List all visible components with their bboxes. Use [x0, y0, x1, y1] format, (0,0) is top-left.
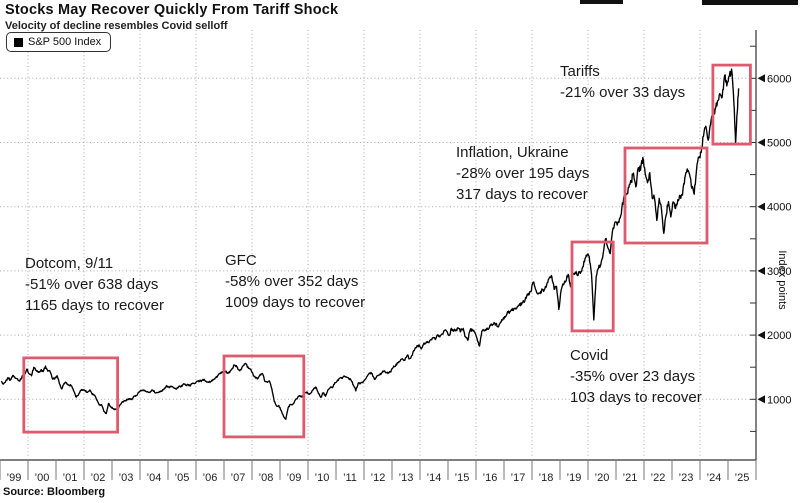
annotation-inflation-ukraine: Inflation, Ukraine -28% over 195 days 31…	[456, 142, 589, 205]
y-tick-label: 2000	[767, 330, 791, 342]
x-tick-label: ’05	[175, 472, 190, 484]
y-tick-arrow-icon	[757, 266, 765, 275]
x-tick-label: ’03	[119, 472, 134, 484]
x-tick-label: ’10	[315, 472, 330, 484]
x-tick-label: ’04	[147, 472, 162, 484]
x-tick-label: ’11	[343, 472, 357, 484]
x-tick-label: ’22	[651, 472, 666, 484]
source-label: Source: Bloomberg	[3, 486, 106, 498]
x-tick-label: ’08	[259, 472, 274, 484]
x-tick-label: ’07	[231, 472, 246, 484]
x-tick-label: ’02	[91, 472, 106, 484]
highlight-box-tariffs	[711, 63, 752, 146]
y-tick-arrow-icon	[757, 138, 765, 147]
x-tick-label: ’01	[63, 472, 78, 484]
price-line	[0, 68, 740, 420]
x-tick-label: ’17	[511, 472, 526, 484]
x-tick-label: ’19	[567, 472, 582, 484]
series-swatch-icon	[14, 37, 23, 47]
annotation-line: -51% over 638 days	[25, 276, 159, 293]
x-tick-label: ’16	[483, 472, 498, 484]
y-tick-label: 3000	[767, 266, 791, 278]
annotation-tariffs: Tariffs -21% over 33 days	[560, 61, 685, 103]
y-tick-arrow-icon	[757, 395, 765, 404]
annotation-line: GFC	[225, 252, 257, 269]
annotation-line: -58% over 352 days	[225, 273, 359, 290]
y-tick-label: 5000	[767, 138, 791, 150]
y-tick-label: 6000	[767, 73, 791, 85]
annotation-line: Inflation, Ukraine	[456, 144, 569, 161]
highlight-box-dotcom	[22, 356, 120, 434]
chart-subtitle: Velocity of decline resembles Covid sell…	[5, 20, 228, 32]
annotation-line: 317 days to recover	[456, 186, 588, 203]
cropped-ui-bar-right	[702, 0, 798, 5]
y-tick-label: 1000	[767, 394, 791, 406]
legend-box: S&P 500 Index	[6, 32, 112, 52]
annotation-line: -35% over 23 days	[570, 368, 696, 385]
annotation-line: Dotcom, 9/11	[25, 255, 114, 272]
x-tick-label: ’06	[203, 472, 218, 484]
x-tick-label: ’13	[399, 472, 414, 484]
y-axis-title: Index points	[776, 250, 788, 310]
annotation-line: -21% over 33 days	[560, 84, 686, 101]
x-tick-label: ’12	[371, 472, 386, 484]
legend-label: S&P 500 Index	[28, 36, 102, 48]
x-tick-label: ’99	[7, 472, 22, 484]
annotation-line: -28% over 195 days	[456, 165, 590, 182]
x-tick-label: ’20	[595, 472, 610, 484]
x-tick-label: ’00	[35, 472, 50, 484]
annotation-line: Tariffs	[560, 63, 600, 80]
highlight-box-gfc	[222, 354, 306, 439]
y-tick-arrow-icon	[757, 331, 765, 340]
highlight-box-inflation	[623, 146, 709, 245]
y-tick-label: 4000	[767, 202, 791, 214]
annotation-line: 103 days to recover	[570, 389, 702, 406]
x-tick-label: ’24	[707, 472, 722, 484]
annotation-covid: Covid -35% over 23 days 103 days to reco…	[570, 345, 702, 408]
y-tick-arrow-icon	[757, 202, 765, 211]
annotation-dotcom: Dotcom, 9/11 -51% over 638 days 1165 day…	[25, 253, 164, 316]
x-tick-label: ’14	[427, 472, 442, 484]
annotation-line: 1165 days to recover	[25, 297, 164, 314]
highlight-box-covid	[570, 240, 615, 333]
cropped-ui-bar-left	[580, 0, 623, 4]
x-tick-label: ’25	[735, 472, 750, 484]
x-tick-label: ’09	[287, 472, 302, 484]
x-tick-label: ’15	[455, 472, 470, 484]
annotation-line: 1009 days to recover	[225, 294, 366, 311]
x-tick-label: ’21	[623, 472, 638, 484]
y-tick-arrow-icon	[757, 74, 765, 83]
x-tick-label: ’23	[679, 472, 694, 484]
x-tick-label: ’18	[539, 472, 554, 484]
chart-title: Stocks May Recover Quickly From Tariff S…	[5, 2, 339, 18]
annotation-line: Covid	[570, 347, 609, 364]
annotation-gfc: GFC -58% over 352 days 1009 days to reco…	[225, 250, 365, 313]
